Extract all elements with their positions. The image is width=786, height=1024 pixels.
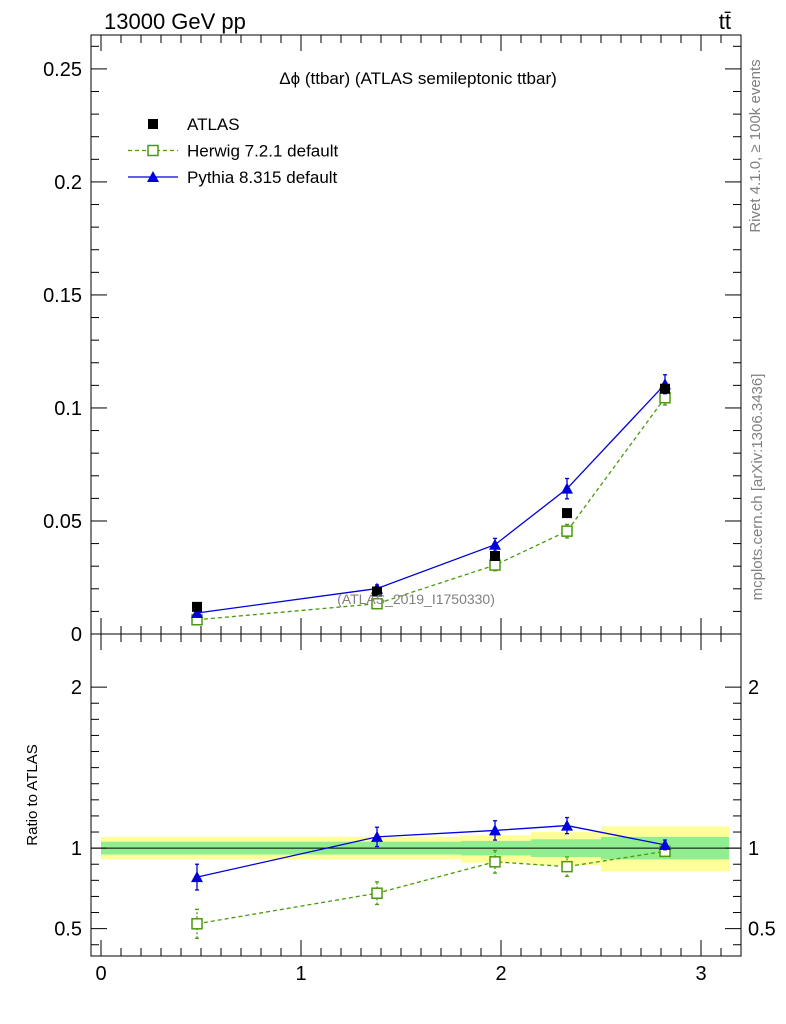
pythia-marker xyxy=(561,482,573,494)
rivet-label: Rivet 4.1.0, ≥ 100k events xyxy=(747,59,764,232)
main-ytick-label: 0.1 xyxy=(54,398,82,420)
atlas-marker xyxy=(562,508,572,519)
pythia-line xyxy=(196,383,666,614)
herwig-marker xyxy=(371,597,383,610)
main-ytick-label: 0.15 xyxy=(43,285,82,307)
legend: ATLAS Herwig 7.2.1 default Pythia 8.315 de… xyxy=(128,115,338,187)
pythia-ratio-marker xyxy=(489,824,501,836)
pythia-ratio-marker xyxy=(659,838,671,850)
main-series xyxy=(191,374,671,626)
ratio-xtick-label: 2 xyxy=(495,963,506,985)
pythia-ratio-marker xyxy=(191,871,203,883)
legend-marker xyxy=(147,144,159,157)
main-ytick-label: 0.2 xyxy=(54,172,82,194)
herwig-ratio-marker xyxy=(371,887,383,899)
herwig-ratio-marker xyxy=(191,918,203,930)
ratio-xtick-label: 3 xyxy=(695,963,706,985)
ratio-frame xyxy=(90,633,742,957)
main-ticks: 0.05 0.1 0.15 0.2 0.25 0 xyxy=(43,35,742,646)
atlas-marker xyxy=(660,383,670,394)
ratio-ytick-label-right: 1 xyxy=(748,838,759,860)
ratio-series xyxy=(191,816,671,939)
herwig-ratio-marker xyxy=(489,856,501,868)
pythia-marker xyxy=(191,606,203,618)
legend-marker xyxy=(147,171,159,182)
ratio-xtick-label: 0 xyxy=(95,963,106,985)
atlas-marker xyxy=(192,601,202,612)
ratio-ytick-label-right: 0.5 xyxy=(748,919,776,941)
legend-marker xyxy=(148,119,158,129)
ratio-ytick-label: 0.5 xyxy=(54,919,82,941)
ratio-bands xyxy=(91,826,741,872)
herwig-marker xyxy=(561,525,573,537)
analysis-watermark: (ATLAS_2019_I1750330) xyxy=(337,591,495,607)
main-ytick-label-zero: 0 xyxy=(71,624,82,646)
herwig-marker xyxy=(489,559,501,571)
legend-label: ATLAS xyxy=(187,115,240,134)
herwig-line xyxy=(196,397,666,621)
pythia-ratio-marker xyxy=(371,830,383,842)
ratio-ytick-label: 1 xyxy=(71,838,82,860)
ratio-ticks: 0 1 2 3 0.5 0.5 1 1 2 2 xyxy=(54,634,776,985)
mcplots-label: mcplots.cern.ch [arXiv:1306.3436] xyxy=(749,374,766,601)
pythia-ratio-marker xyxy=(561,819,573,831)
ratio-xtick-label: 1 xyxy=(295,963,306,985)
header-right: tt̄ xyxy=(719,9,731,34)
ratio-panel: 0 1 2 3 0.5 0.5 1 1 2 2 Ratio to ATLAS xyxy=(24,633,776,985)
plot-title: Δϕ (ttbar) (ATLAS semileptonic ttbar) xyxy=(279,69,557,88)
ratio-ytick-label: 2 xyxy=(71,677,82,699)
ratio-ylabel: Ratio to ATLAS xyxy=(24,744,41,845)
ratio-ytick-label-right: 2 xyxy=(748,677,759,699)
main-ytick-label: 0.25 xyxy=(43,59,82,81)
atlas-marker xyxy=(490,551,500,562)
main-ytick-label: 0.05 xyxy=(43,511,82,533)
herwig-ratio-marker xyxy=(561,860,573,873)
legend-label: Pythia 8.315 default xyxy=(187,168,338,187)
legend-label: Herwig 7.2.1 default xyxy=(187,142,338,161)
header-left: 13000 GeV pp xyxy=(104,9,246,34)
atlas-marker xyxy=(372,586,382,597)
main-panel: 0.05 0.1 0.15 0.2 0.25 0 Δϕ (ttbar) (ATLAS se… xyxy=(43,34,742,646)
pythia-marker xyxy=(489,538,501,550)
